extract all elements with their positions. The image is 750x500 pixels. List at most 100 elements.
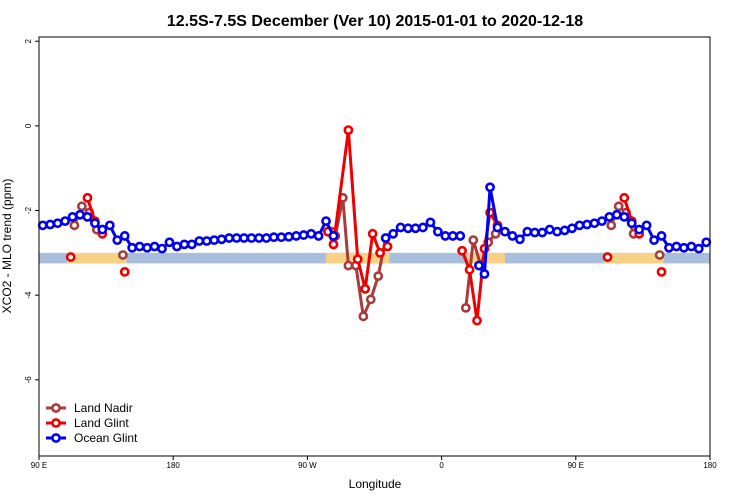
data-point xyxy=(606,220,617,231)
legend-label: Ocean Glint xyxy=(74,431,138,445)
data-point xyxy=(276,232,287,243)
data-point xyxy=(410,223,421,234)
data-point xyxy=(373,271,384,282)
plot-area xyxy=(37,125,712,326)
data-point xyxy=(328,231,339,241)
y-tick-label: -2 xyxy=(24,206,33,214)
data-point xyxy=(358,311,369,322)
y-tick-label: 2 xyxy=(24,38,33,43)
data-point xyxy=(604,211,615,222)
data-point xyxy=(224,233,235,243)
data-point xyxy=(382,241,393,252)
data-point xyxy=(164,237,175,248)
legend-item: Land Glint xyxy=(46,416,129,430)
data-point xyxy=(283,231,294,242)
x-tick-label: 0 xyxy=(439,461,444,470)
land-highlight-3 xyxy=(603,252,664,264)
legend-label: Land Nadir xyxy=(74,401,133,415)
data-point xyxy=(360,283,371,294)
data-point xyxy=(492,222,503,233)
data-point xyxy=(559,225,570,236)
data-point xyxy=(194,236,205,246)
data-point xyxy=(679,242,689,253)
data-point xyxy=(447,231,458,241)
data-point xyxy=(261,233,272,243)
x-tick-label: 90 E xyxy=(31,461,47,470)
data-point xyxy=(82,192,93,203)
y-tick-label: -6 xyxy=(24,376,33,384)
x-tick-label: 90 W xyxy=(298,461,317,470)
data-point xyxy=(468,235,479,246)
legend-marker xyxy=(51,433,61,443)
data-point xyxy=(514,234,525,245)
data-point xyxy=(45,219,56,230)
data-point xyxy=(418,222,428,233)
legend-label: Land Glint xyxy=(74,416,129,430)
data-point xyxy=(82,211,93,222)
data-point xyxy=(127,242,138,253)
series-ocean-glint xyxy=(37,182,712,279)
data-point xyxy=(112,235,123,246)
data-point xyxy=(75,209,85,220)
data-point xyxy=(119,266,130,277)
data-point xyxy=(119,231,130,241)
data-point xyxy=(321,216,331,227)
data-point xyxy=(343,260,354,271)
data-point xyxy=(375,247,385,258)
data-point xyxy=(179,239,190,250)
data-point xyxy=(619,211,630,222)
data-point xyxy=(76,201,87,212)
data-point xyxy=(457,245,468,256)
data-point xyxy=(654,250,665,260)
data-point xyxy=(473,260,484,271)
data-point xyxy=(529,227,540,238)
data-point xyxy=(567,223,577,234)
data-point xyxy=(574,220,585,231)
y-tick-label: 0 xyxy=(24,123,33,128)
data-point xyxy=(522,226,533,237)
data-point xyxy=(626,218,637,229)
data-point xyxy=(157,243,167,254)
data-point xyxy=(686,241,697,252)
data-point xyxy=(142,242,153,253)
legend-marker xyxy=(51,418,61,428)
legend-item: Ocean Glint xyxy=(46,431,138,445)
data-point xyxy=(479,269,490,279)
x-tick-label: 180 xyxy=(167,461,181,470)
legend-marker xyxy=(51,403,61,413)
y-axis-label: XCO2 - MLO trend (ppm) xyxy=(0,179,14,314)
data-point xyxy=(464,264,475,275)
data-point xyxy=(365,294,376,305)
data-point xyxy=(649,235,659,246)
data-point xyxy=(537,227,548,238)
data-point xyxy=(656,266,667,277)
y-axis: 2 0 -2 -4 -6 xyxy=(24,38,39,383)
data-point xyxy=(291,231,302,241)
data-point xyxy=(367,228,378,239)
data-point xyxy=(432,226,443,237)
data-point xyxy=(254,233,264,243)
legend-item: Land Nadir xyxy=(46,401,133,415)
x-axis-label: Longitude xyxy=(349,477,402,491)
data-point xyxy=(343,125,354,136)
data-point xyxy=(216,234,227,245)
data-point xyxy=(149,241,160,252)
data-point xyxy=(656,231,667,241)
data-point xyxy=(239,233,249,243)
data-point xyxy=(596,216,607,227)
data-point xyxy=(172,241,182,252)
data-point xyxy=(395,222,406,233)
data-point xyxy=(69,220,80,231)
data-point xyxy=(552,226,563,237)
data-point xyxy=(544,224,555,235)
data-point xyxy=(693,243,704,254)
data-point xyxy=(403,223,413,234)
data-point xyxy=(425,217,436,228)
data-point xyxy=(352,254,363,265)
data-point xyxy=(268,232,279,243)
chart-title: 12.5S-7.5S December (Ver 10) 2015-01-01 … xyxy=(167,13,583,30)
data-point xyxy=(582,219,592,230)
data-point xyxy=(701,237,712,248)
